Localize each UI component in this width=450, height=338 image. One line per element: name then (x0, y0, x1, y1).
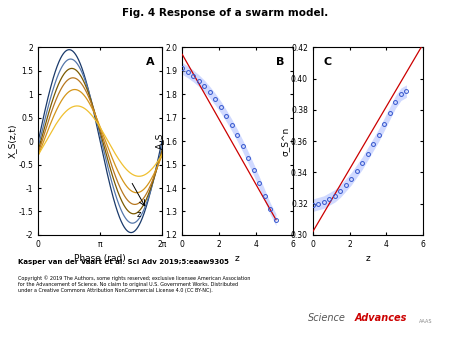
Text: z: z (136, 210, 141, 219)
Y-axis label: σ_S^n: σ_S^n (280, 126, 289, 156)
Text: Kasper van der Vaart et al. Sci Adv 2019;5:eaaw9305: Kasper van der Vaart et al. Sci Adv 2019… (18, 259, 229, 265)
Text: Fig. 4 Response of a swarm model.: Fig. 4 Response of a swarm model. (122, 8, 328, 19)
Text: A: A (146, 57, 154, 67)
X-axis label: Phase (rad): Phase (rad) (74, 254, 126, 263)
Text: Science: Science (308, 313, 346, 323)
Text: Copyright © 2019 The Authors, some rights reserved; exclusive licensee American : Copyright © 2019 The Authors, some right… (18, 275, 250, 293)
Text: Advances: Advances (355, 313, 407, 323)
Text: B: B (276, 57, 284, 67)
Y-axis label: A_S: A_S (155, 133, 164, 149)
X-axis label: z: z (365, 254, 370, 263)
X-axis label: z: z (235, 254, 240, 263)
Text: AAAS: AAAS (418, 319, 432, 324)
Y-axis label: X_S(z,t): X_S(z,t) (8, 124, 17, 159)
Text: C: C (324, 57, 332, 67)
